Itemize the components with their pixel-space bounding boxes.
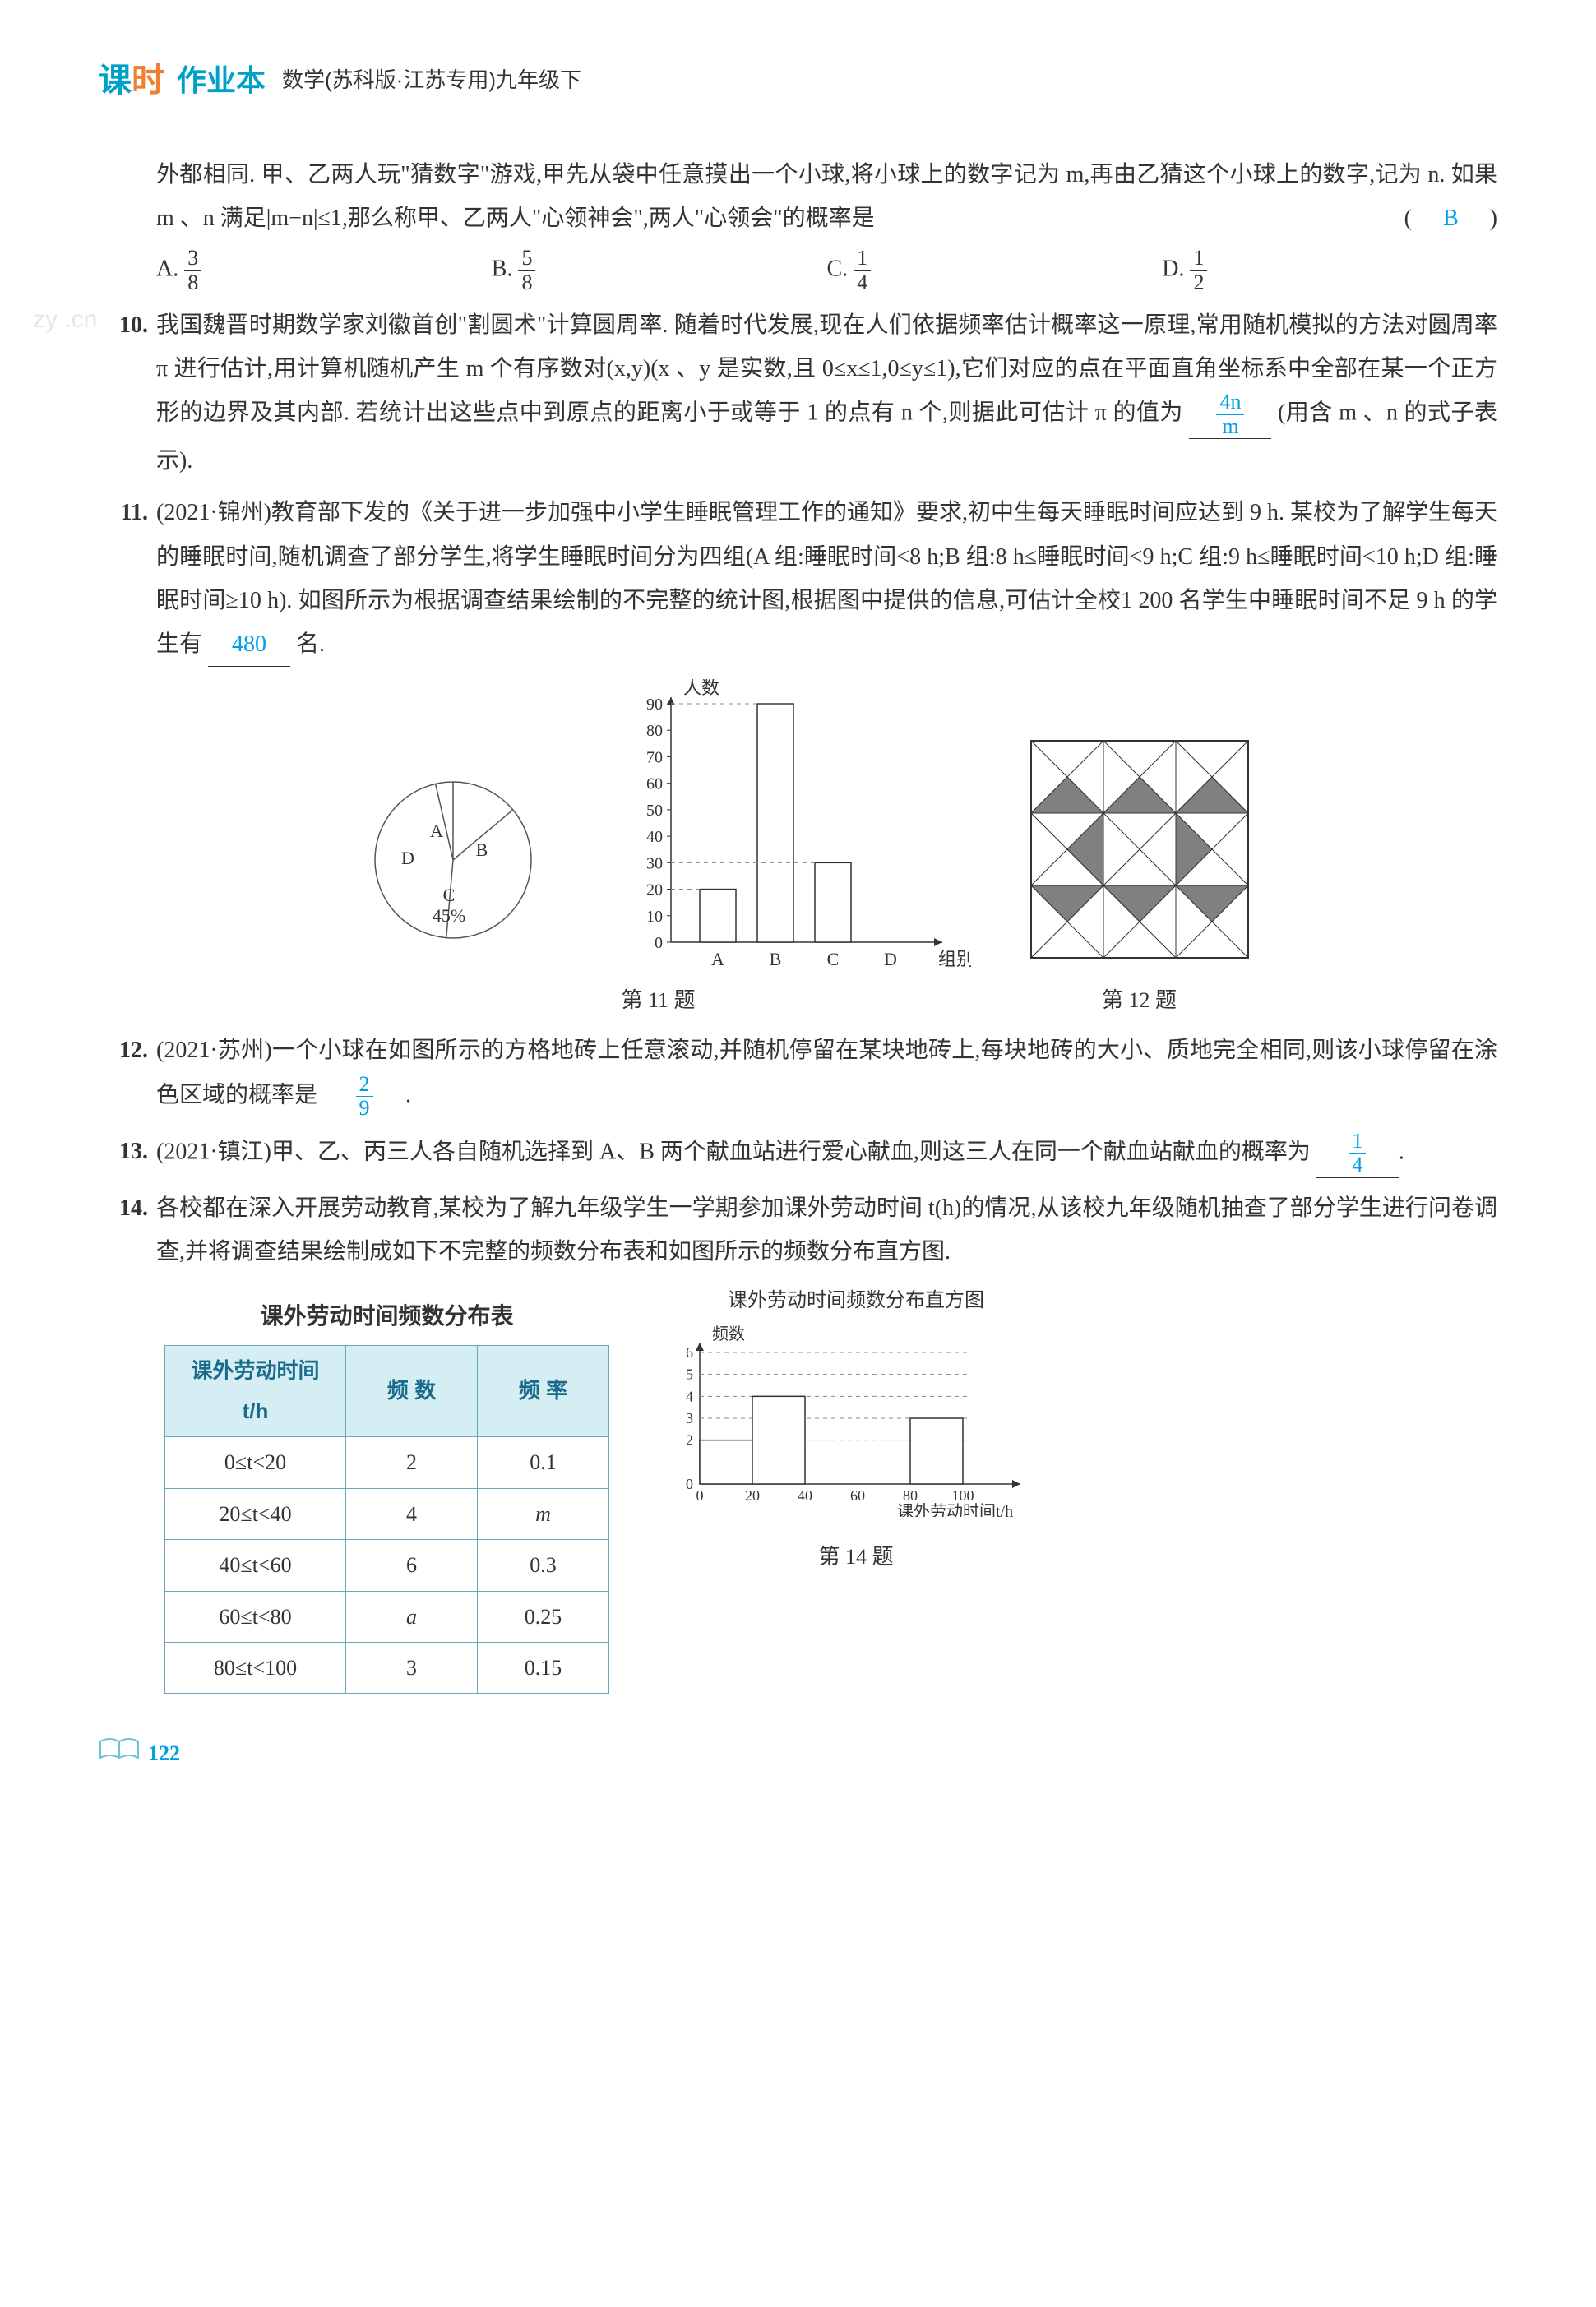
svg-text:6: 6 (686, 1344, 693, 1361)
q9-text-a: 外都相同. 甲、乙两人玩"猜数字"游戏,甲先从袋中任意摸出一个小球,将小球上的数… (156, 162, 1060, 187)
svg-text:90: 90 (646, 696, 663, 714)
q10-number: 10. (99, 303, 156, 483)
svg-text:C: C (442, 885, 455, 905)
header-subject: 数学(苏科版·江苏专用)九年级下 (282, 60, 581, 100)
table-row: 80≤t<10030.15 (165, 1642, 609, 1693)
table-header: 课外劳动时间 t/h (165, 1345, 346, 1437)
question-13: 13. (2021·镇江)甲、乙、丙三人各自随机选择到 A、B 两个献血站进行爱… (99, 1130, 1497, 1178)
svg-text:B: B (769, 949, 781, 969)
option-B: B. 58 (492, 247, 827, 294)
book-icon (99, 1727, 140, 1780)
page-footer: 122 (99, 1727, 1497, 1780)
q11-text-b: 名. (296, 631, 325, 657)
question-9-continuation: 外都相同. 甲、乙两人玩"猜数字"游戏,甲先从袋中任意摸出一个小球,将小球上的数… (99, 153, 1497, 295)
svg-text:组别: 组别 (938, 949, 971, 969)
svg-text:0: 0 (686, 1476, 693, 1492)
q11-text: (2021·锦州)教育部下发的《关于进一步加强中小学生睡眠管理工作的通知》要求,… (156, 500, 1497, 657)
q9-answer: B (1435, 206, 1467, 231)
histogram-icon: 023456020406080100频数课外劳动时间t/h (659, 1320, 1053, 1517)
svg-text:60: 60 (646, 775, 663, 793)
svg-text:人数: 人数 (683, 679, 719, 698)
figure-14: 课外劳动时间频数分布直方图 023456020406080100频数课外劳动时间… (659, 1282, 1053, 1577)
logo: 课 时 (99, 49, 164, 112)
question-10: 10. 我国魏晋时期数学家刘徽首创"割圆术"计算圆周率. 随着时代发展,现在人们… (99, 303, 1497, 483)
q13-answer-blank: 14 (1316, 1130, 1399, 1178)
svg-text:A: A (711, 949, 724, 969)
svg-text:40: 40 (798, 1487, 812, 1504)
q13-text-b: . (1399, 1139, 1404, 1164)
q11-answer-blank: 480 (208, 622, 290, 667)
q13-text: (2021·镇江)甲、乙、丙三人各自随机选择到 A、B 两个献血站进行爱心献血,… (156, 1139, 1311, 1164)
q14-figures: 课外劳动时间频数分布表 课外劳动时间 t/h频 数频 率0≤t<2020.120… (164, 1282, 1497, 1694)
svg-text:D: D (401, 848, 414, 868)
svg-text:45%: 45% (432, 905, 465, 926)
svg-text:课外劳动时间t/h: 课外劳动时间t/h (897, 1502, 1013, 1517)
tile-pattern-icon (1029, 738, 1251, 960)
figure-11: A B C D 45% 0 10 20 30 40 50 60 70 80 90 人数组别 A B C D 第 11… (346, 679, 971, 1020)
svg-text:0: 0 (696, 1487, 704, 1504)
table-row: 20≤t<404m (165, 1488, 609, 1539)
table-row: 40≤t<6060.3 (165, 1540, 609, 1591)
figure-12: 第 12 题 (1029, 738, 1251, 1021)
q10-answer-blank: 4nm (1189, 391, 1271, 439)
question-12: 12. (2021·苏州)一个小球在如图所示的方格地砖上任意滚动,并随机停留在某… (99, 1029, 1497, 1121)
logo-workbook: 作业本 (177, 53, 266, 109)
q14-text: 各校都在深入开展劳动教育,某校为了解九年级学生一学期参加课外劳动时间 t(h)的… (156, 1195, 1497, 1264)
figure-14-caption: 第 14 题 (659, 1537, 1053, 1577)
watermark: zy .cn (33, 296, 97, 343)
svg-text:60: 60 (850, 1487, 865, 1504)
option-D: D. 12 (1162, 247, 1497, 294)
logo-ke: 课 (99, 49, 132, 112)
bar-chart-icon: 0 10 20 30 40 50 60 70 80 90 人数组别 A B C D (626, 679, 971, 975)
q12-number: 12. (99, 1029, 156, 1121)
q11-number: 11. (99, 491, 156, 667)
figure-12-caption: 第 12 题 (1029, 980, 1251, 1020)
svg-text:80: 80 (646, 722, 663, 740)
q9-options: A. 38 B. 58 C. 14 D. 12 (156, 247, 1497, 294)
q13-number: 13. (99, 1130, 156, 1178)
table-row: 0≤t<2020.1 (165, 1437, 609, 1488)
page-number: 122 (148, 1733, 180, 1773)
q12-text-b: . (405, 1082, 411, 1107)
svg-text:B: B (475, 839, 488, 860)
q9-answer-paren: ( B ) (1404, 196, 1497, 240)
svg-text:0: 0 (655, 934, 663, 952)
svg-text:C: C (826, 949, 839, 969)
frequency-table: 课外劳动时间 t/h频 数频 率0≤t<2020.120≤t<404m40≤t<… (164, 1345, 609, 1694)
svg-text:2: 2 (686, 1432, 693, 1449)
option-A: A. 38 (156, 247, 492, 294)
logo-shi: 时 (132, 49, 164, 112)
svg-text:3: 3 (686, 1410, 693, 1426)
figure-row-11-12: A B C D 45% 0 10 20 30 40 50 60 70 80 90 人数组别 A B C D 第 11… (99, 679, 1497, 1020)
svg-text:5: 5 (686, 1366, 693, 1383)
q12-answer-blank: 29 (323, 1073, 405, 1121)
q14-table-wrap: 课外劳动时间频数分布表 课外劳动时间 t/h频 数频 率0≤t<2020.120… (164, 1282, 609, 1694)
q14-number: 14. (99, 1186, 156, 1274)
svg-text:50: 50 (646, 802, 663, 820)
q14-table-title: 课外劳动时间频数分布表 (164, 1294, 609, 1338)
svg-text:70: 70 (646, 749, 663, 767)
svg-text:20: 20 (745, 1487, 760, 1504)
svg-text:40: 40 (646, 828, 663, 846)
option-C: C. 14 (827, 247, 1163, 294)
svg-text:20: 20 (646, 881, 663, 899)
table-row: 60≤t<80a0.25 (165, 1591, 609, 1642)
svg-text:4: 4 (686, 1388, 693, 1404)
svg-text:A: A (430, 821, 443, 841)
pie-chart-icon: A B C D 45% (346, 761, 560, 975)
page-header: 课 时 作业本 数学(苏科版·江苏专用)九年级下 (99, 49, 1497, 120)
svg-text:D: D (884, 949, 897, 969)
table-header: 频 率 (478, 1345, 609, 1437)
svg-text:80: 80 (903, 1487, 918, 1504)
question-11: 11. (2021·锦州)教育部下发的《关于进一步加强中小学生睡眠管理工作的通知… (99, 491, 1497, 667)
table-header: 频 数 (346, 1345, 478, 1437)
fig14-title: 课外劳动时间频数分布直方图 (659, 1282, 1053, 1320)
question-14: 14. 各校都在深入开展劳动教育,某校为了解九年级学生一学期参加课外劳动时间 t… (99, 1186, 1497, 1274)
svg-text:100: 100 (952, 1487, 974, 1504)
svg-text:10: 10 (646, 908, 663, 926)
svg-text:频数: 频数 (712, 1325, 745, 1343)
svg-text:30: 30 (646, 854, 663, 872)
figure-11-caption: 第 11 题 (346, 980, 971, 1020)
